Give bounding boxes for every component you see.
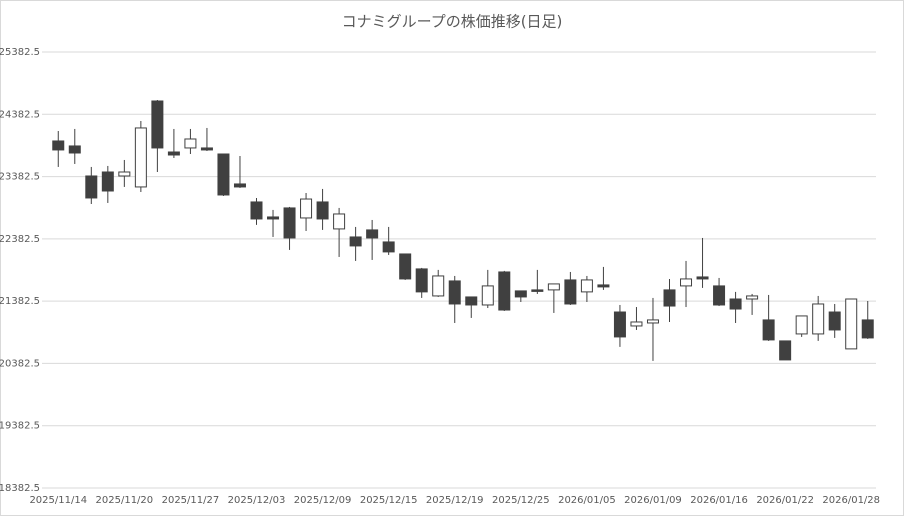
candle-body bbox=[283, 207, 296, 239]
candle-body bbox=[564, 279, 577, 305]
candle-body bbox=[267, 216, 280, 220]
y-tick-label: 25382.5 bbox=[0, 47, 40, 58]
candle-body bbox=[250, 201, 263, 220]
candle-body bbox=[300, 198, 313, 219]
x-tick-label: 2025/12/03 bbox=[228, 495, 286, 506]
candle-body bbox=[52, 140, 65, 151]
candle-body bbox=[366, 229, 379, 239]
candle-body bbox=[233, 183, 246, 188]
candle-body bbox=[680, 278, 693, 287]
candle-body bbox=[597, 284, 610, 288]
candle-body bbox=[382, 241, 395, 253]
x-tick-label: 2025/12/25 bbox=[492, 495, 550, 506]
candle-body bbox=[729, 298, 742, 310]
candle-body bbox=[746, 295, 759, 300]
candle-body bbox=[415, 268, 428, 293]
y-tick-label: 18382.5 bbox=[0, 483, 40, 494]
candle-body bbox=[845, 298, 858, 350]
y-tick-label: 22382.5 bbox=[0, 234, 40, 245]
chart-title: コナミグループの株価推移(日足) bbox=[342, 13, 563, 31]
candle-body bbox=[861, 319, 874, 339]
candle-body bbox=[316, 201, 329, 220]
candle-body bbox=[812, 303, 825, 335]
x-tick-label: 2026/01/16 bbox=[690, 495, 748, 506]
candle-body bbox=[762, 319, 775, 341]
x-tick-label: 2025/12/19 bbox=[426, 495, 484, 506]
candle-body bbox=[514, 290, 527, 298]
candle-body bbox=[580, 279, 593, 293]
candle-body bbox=[630, 321, 643, 327]
x-tick-label: 2025/12/15 bbox=[360, 495, 418, 506]
candle-body bbox=[333, 213, 346, 230]
candle-body bbox=[85, 175, 98, 199]
candle-body bbox=[167, 151, 180, 156]
x-tick-label: 2026/01/28 bbox=[822, 495, 880, 506]
candle-body bbox=[779, 340, 792, 361]
candle-body bbox=[663, 289, 676, 307]
x-tick-label: 2026/01/22 bbox=[756, 495, 814, 506]
candle-body bbox=[498, 271, 511, 311]
candle-body bbox=[101, 171, 114, 192]
candle-body bbox=[118, 171, 131, 177]
x-tick-label: 2025/11/14 bbox=[29, 495, 87, 506]
candle-body bbox=[134, 127, 147, 188]
y-tick-label: 20382.5 bbox=[0, 358, 40, 369]
candle-body bbox=[217, 153, 230, 196]
candle-body bbox=[481, 285, 494, 306]
candle-body bbox=[349, 236, 362, 247]
y-tick-label: 23382.5 bbox=[0, 172, 40, 183]
candle-body bbox=[68, 145, 81, 154]
candle-body bbox=[399, 253, 412, 280]
candle-body bbox=[531, 289, 544, 292]
y-tick-label: 21382.5 bbox=[0, 296, 40, 307]
candle-body bbox=[795, 315, 808, 335]
candle-body bbox=[200, 147, 213, 151]
x-tick-label: 2025/11/20 bbox=[96, 495, 154, 506]
candle-body bbox=[184, 138, 197, 149]
candle-body bbox=[547, 283, 560, 291]
candle-body bbox=[696, 276, 709, 280]
candle-body bbox=[828, 311, 841, 331]
candle-body bbox=[465, 296, 478, 306]
candle-body bbox=[713, 285, 726, 306]
x-tick-label: 2025/12/09 bbox=[294, 495, 352, 506]
candle-body bbox=[646, 319, 659, 324]
candle-body bbox=[151, 100, 164, 149]
candle-body bbox=[448, 280, 461, 305]
x-tick-label: 2025/11/27 bbox=[162, 495, 220, 506]
y-tick-label: 19382.5 bbox=[0, 421, 40, 432]
x-tick-label: 2026/01/09 bbox=[624, 495, 682, 506]
candle-body bbox=[432, 275, 445, 297]
x-tick-label: 2026/01/05 bbox=[558, 495, 616, 506]
candle-body bbox=[613, 311, 626, 338]
y-tick-label: 24382.5 bbox=[0, 109, 40, 120]
